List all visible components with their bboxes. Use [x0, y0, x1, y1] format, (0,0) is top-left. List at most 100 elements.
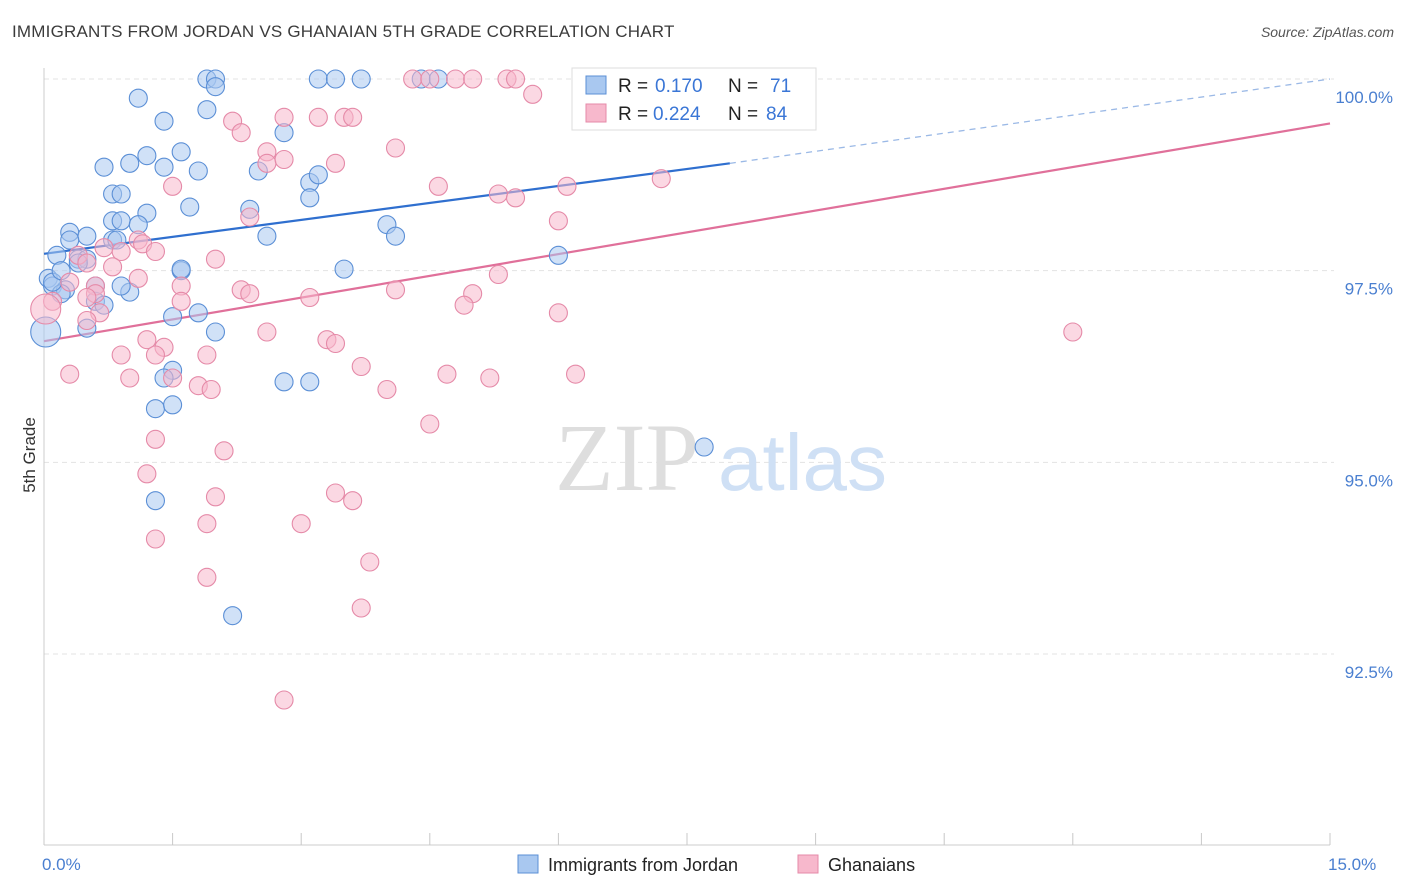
point-jordan	[334, 259, 354, 279]
point-jordan	[145, 491, 166, 511]
legend-swatch-ghanaians	[585, 103, 607, 123]
point-ghanaians	[94, 238, 114, 258]
point-ghanaians	[145, 345, 166, 365]
watermark-zip: ZIP	[555, 404, 699, 511]
series-ghanaians-points	[30, 69, 1083, 710]
bottom-legend-label-jordan: Immigrants from Jordan	[548, 855, 738, 875]
point-ghanaians	[137, 330, 157, 350]
point-ghanaians	[1063, 322, 1083, 342]
point-jordan	[300, 372, 320, 392]
point-ghanaians	[60, 272, 80, 292]
legend-n-value-ghanaians: 84	[766, 104, 788, 125]
legend-r-label-jordan: R =	[618, 76, 648, 97]
point-ghanaians	[385, 138, 406, 158]
legend-n-value-jordan: 71	[770, 76, 791, 97]
point-ghanaians	[257, 322, 277, 342]
point-jordan	[351, 69, 371, 89]
point-ghanaians	[240, 207, 260, 227]
point-ghanaians	[360, 552, 380, 572]
bottom-legend-label-ghanaians: Ghanaians	[828, 855, 915, 875]
point-ghanaians	[231, 123, 251, 143]
point-jordan	[111, 184, 131, 204]
point-ghanaians	[291, 514, 311, 534]
point-ghanaians	[351, 598, 371, 618]
point-ghanaians	[128, 268, 148, 288]
point-ghanaians	[163, 368, 183, 388]
trend-lines	[43, 78, 1331, 343]
point-ghanaians	[201, 379, 221, 400]
point-jordan	[257, 226, 277, 246]
point-ghanaians	[145, 429, 166, 449]
point-jordan	[60, 230, 80, 250]
series-legend: Immigrants from Jordan Ghanaians	[517, 854, 915, 875]
point-ghanaians	[197, 345, 217, 365]
point-jordan	[111, 276, 131, 296]
point-jordan	[163, 307, 183, 327]
point-jordan	[274, 372, 294, 392]
point-ghanaians	[437, 364, 457, 384]
x-tick-label-min: 0.0%	[42, 855, 81, 874]
point-ghanaians	[377, 379, 397, 400]
point-jordan	[205, 322, 226, 342]
point-ghanaians	[325, 483, 346, 503]
point-ghanaians	[171, 291, 191, 311]
point-ghanaians	[257, 153, 277, 173]
point-ghanaians	[240, 284, 260, 304]
point-jordan	[188, 161, 208, 181]
point-ghanaians	[651, 169, 671, 189]
trend-line-ghanaians	[43, 122, 1331, 343]
point-jordan	[163, 395, 183, 415]
point-ghanaians	[103, 257, 123, 277]
point-ghanaians	[137, 464, 157, 484]
point-jordan	[188, 303, 208, 323]
chart-title: IMMIGRANTS FROM JORDAN VS GHANAIAN 5TH G…	[12, 22, 675, 41]
point-ghanaians	[214, 441, 234, 461]
point-ghanaians	[77, 310, 97, 331]
point-ghanaians	[197, 567, 217, 587]
y-tick-label: 92.5%	[1345, 663, 1393, 682]
point-jordan	[308, 69, 328, 89]
point-ghanaians	[548, 303, 568, 323]
point-jordan	[205, 77, 226, 97]
series-jordan-points	[30, 69, 714, 626]
point-ghanaians	[343, 107, 363, 127]
point-ghanaians	[205, 249, 226, 269]
point-ghanaians	[548, 211, 568, 231]
point-ghanaians	[343, 491, 363, 511]
point-jordan	[154, 157, 174, 177]
point-jordan	[694, 437, 714, 457]
y-tick-label: 100.0%	[1335, 88, 1393, 107]
point-jordan	[145, 399, 166, 419]
point-ghanaians	[205, 487, 226, 507]
point-jordan	[385, 226, 406, 246]
point-ghanaians	[505, 188, 526, 208]
point-ghanaians	[163, 176, 183, 196]
point-ghanaians	[454, 295, 474, 315]
point-jordan	[308, 165, 328, 185]
y-axis-label: 5th Grade	[20, 417, 39, 493]
y-tick-label: 97.5%	[1345, 280, 1393, 299]
point-ghanaians	[403, 69, 423, 89]
point-ghanaians	[445, 69, 466, 89]
legend-box	[571, 67, 817, 131]
legend-r-value-jordan: 0.170	[655, 76, 703, 97]
x-tick-label-max: 15.0%	[1328, 855, 1376, 874]
point-jordan	[223, 606, 243, 626]
point-jordan	[77, 226, 97, 246]
point-ghanaians	[488, 184, 508, 204]
point-ghanaians	[557, 176, 577, 196]
legend-n-label-jordan: N =	[728, 76, 758, 97]
watermark-atlas: atlas	[718, 418, 887, 507]
point-jordan	[128, 88, 148, 108]
point-ghanaians	[30, 293, 62, 325]
point-ghanaians	[325, 333, 346, 354]
point-jordan	[180, 197, 200, 217]
point-ghanaians	[111, 241, 131, 262]
point-ghanaians	[480, 368, 500, 388]
point-ghanaians	[420, 69, 440, 89]
point-ghanaians	[565, 364, 586, 384]
point-ghanaians	[325, 153, 346, 173]
point-jordan	[94, 157, 114, 177]
point-ghanaians	[274, 107, 294, 127]
